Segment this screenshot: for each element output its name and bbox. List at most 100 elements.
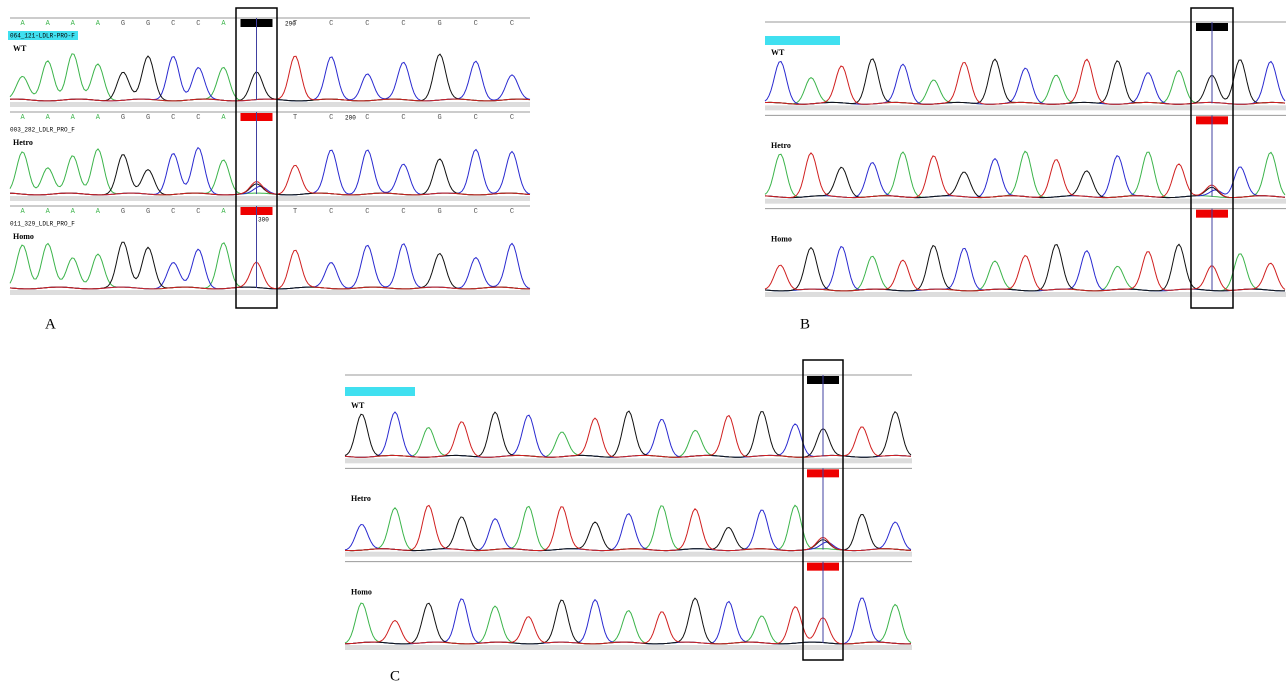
- base-call: A: [20, 208, 25, 216]
- base-call: G: [438, 208, 442, 216]
- scroll-bar: [345, 645, 912, 650]
- trace: [345, 505, 911, 550]
- base-call: C: [171, 20, 175, 28]
- base-call: C: [401, 114, 405, 122]
- track-name: Hetro: [351, 494, 371, 503]
- trace: [345, 412, 911, 457]
- track-name: WT: [351, 401, 365, 410]
- base-call: C: [196, 20, 200, 28]
- panel-label: C: [390, 668, 400, 684]
- base-call: C: [196, 114, 200, 122]
- scroll-bar: [765, 105, 1286, 110]
- scroll-bar: [765, 292, 1286, 297]
- trace: [765, 156, 1285, 198]
- base-call: A: [96, 20, 101, 28]
- scroll-bar: [10, 196, 530, 201]
- track-name: Homo: [771, 234, 792, 243]
- trace: [765, 244, 1285, 291]
- base-call: C: [329, 114, 333, 122]
- trace: [10, 243, 530, 289]
- base-call: C: [365, 20, 369, 28]
- trace: [10, 149, 530, 195]
- track-name: Hetro: [771, 141, 791, 150]
- trace: [765, 167, 1285, 197]
- base-call: C: [474, 20, 478, 28]
- position: 200: [345, 115, 356, 122]
- base-call: C: [474, 114, 478, 122]
- panel-label: B: [800, 316, 810, 332]
- base-call: G: [121, 208, 125, 216]
- base-call: G: [121, 20, 125, 28]
- base-call: A: [46, 114, 51, 122]
- scroll-bar: [345, 458, 912, 463]
- base-call: G: [438, 114, 442, 122]
- track-name: Homo: [13, 232, 34, 241]
- base-call: C: [510, 208, 514, 216]
- base-call: A: [221, 20, 226, 28]
- file-name: 064_121-LDLR-PRO-F: [10, 33, 75, 40]
- scroll-bar: [345, 552, 912, 557]
- base-call: T: [293, 208, 297, 216]
- base-call: T: [293, 114, 297, 122]
- base-call: G: [121, 114, 125, 122]
- base-call: A: [96, 114, 101, 122]
- base-call: A: [46, 20, 51, 28]
- base-call: C: [329, 208, 333, 216]
- base-call: G: [438, 20, 442, 28]
- trace: [10, 155, 530, 195]
- figure: A A A A G G C C A T C C C G C C 064_121-LDLR-PRO-F WT 290 A…: [0, 0, 1286, 684]
- trace: [10, 242, 530, 289]
- base-call: C: [401, 208, 405, 216]
- base-call: C: [510, 114, 514, 122]
- file-highlight: [765, 36, 840, 45]
- file-name: 003_282_LDLR_PRO_F: [10, 127, 75, 134]
- scroll-bar: [765, 199, 1286, 204]
- trace: [10, 250, 530, 289]
- base-call: C: [196, 208, 200, 216]
- position: 290: [285, 21, 296, 28]
- trace: [765, 153, 1285, 198]
- file-highlight: [345, 387, 415, 396]
- panel-label: A: [45, 316, 56, 332]
- base-call: C: [329, 20, 333, 28]
- trace: [345, 607, 911, 644]
- track-name: Homo: [351, 587, 372, 596]
- base-call: G: [146, 20, 150, 28]
- trace: [765, 252, 1285, 291]
- base-call: A: [221, 208, 226, 216]
- trace: [345, 416, 911, 458]
- base-call: A: [96, 208, 101, 216]
- base-call: A: [71, 20, 76, 28]
- base-call: A: [20, 114, 25, 122]
- base-call: A: [71, 114, 76, 122]
- base-call: C: [510, 20, 514, 28]
- scroll-bar: [10, 290, 530, 295]
- track-name: Hetro: [13, 138, 33, 147]
- base-call: C: [401, 20, 405, 28]
- base-call: C: [474, 208, 478, 216]
- trace: [345, 603, 911, 644]
- trace: [345, 510, 911, 550]
- base-call: A: [20, 20, 25, 28]
- trace: [345, 515, 911, 551]
- base-call: A: [71, 208, 76, 216]
- trace: [765, 59, 1285, 104]
- trace: [345, 505, 911, 550]
- trace: [765, 247, 1285, 291]
- trace: [765, 59, 1285, 104]
- trace: [765, 151, 1285, 197]
- base-call: C: [365, 208, 369, 216]
- track-name: WT: [13, 44, 27, 53]
- base-call: G: [146, 114, 150, 122]
- track-name: WT: [771, 48, 785, 57]
- trace: [10, 148, 530, 195]
- position: 300: [258, 217, 269, 224]
- base-call: G: [146, 208, 150, 216]
- file-name: 011_329_LDLR_PRO_F: [10, 221, 75, 228]
- base-call: C: [171, 114, 175, 122]
- trace: [345, 411, 911, 457]
- base-call: A: [221, 114, 226, 122]
- trace: [765, 70, 1285, 104]
- base-call: A: [46, 208, 51, 216]
- base-call: C: [365, 114, 369, 122]
